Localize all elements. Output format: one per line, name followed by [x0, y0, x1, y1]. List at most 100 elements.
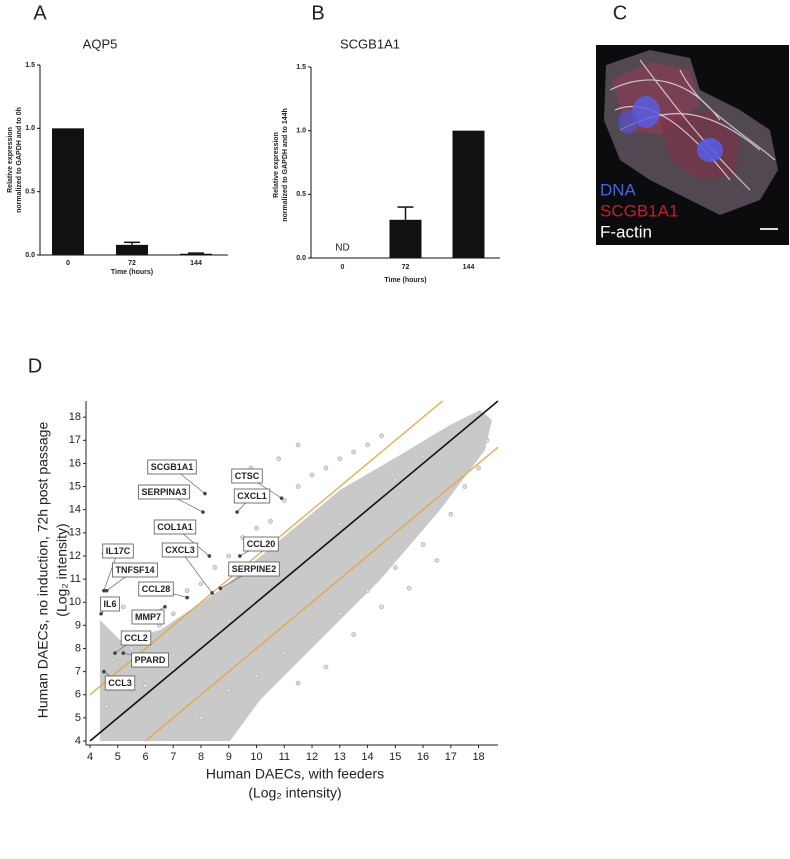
point [379, 604, 384, 610]
bar [116, 244, 148, 255]
reference-line [145, 446, 499, 742]
bar [389, 219, 422, 258]
x-tick-label: 9 [226, 751, 232, 763]
point [365, 442, 370, 448]
y-tick-label: 7 [75, 666, 81, 678]
point [337, 456, 343, 462]
gene-label-box [233, 488, 271, 504]
y-tick-label: 0.5 [25, 189, 35, 196]
bar [180, 253, 212, 255]
point [420, 454, 426, 459]
point [337, 521, 343, 526]
y-tick-label: 1.5 [25, 62, 35, 69]
point [254, 525, 259, 531]
y-tick-label: 5 [75, 712, 81, 724]
gene-label: CXCL1 [237, 491, 267, 501]
reference-line [89, 400, 499, 742]
gene-label-box [100, 596, 120, 612]
point [351, 449, 357, 455]
point [323, 465, 329, 471]
point [212, 565, 218, 570]
point [462, 484, 468, 489]
channel-label: SCGB1A1 [600, 201, 678, 220]
actin-fibers [609, 59, 776, 191]
y-tick-label: 1.5 [296, 64, 306, 71]
gene-label: CXCL3 [165, 545, 195, 555]
gene-label: TNFSF14 [115, 565, 154, 575]
gene-label-box [138, 581, 174, 597]
point [406, 585, 412, 591]
point [295, 442, 301, 448]
point [109, 657, 115, 663]
point [323, 664, 329, 670]
y-tick-label: 11 [70, 573, 81, 585]
x-tick-label: 11 [279, 751, 290, 763]
point [392, 477, 398, 483]
y-tick-label: 1.0 [25, 125, 35, 132]
panel-letter: B [311, 2, 324, 24]
gene-label: IL17C [106, 546, 131, 556]
point [170, 611, 176, 617]
point [351, 632, 357, 638]
point [379, 433, 384, 439]
x-tick-label: 4 [87, 751, 93, 763]
point [448, 511, 454, 517]
x-tick-label: 144 [463, 264, 475, 271]
gene-label: CCL2 [124, 633, 148, 643]
x-tick-label: 72 [128, 260, 136, 267]
error-bar [124, 241, 140, 245]
point [120, 604, 126, 610]
x-tick-label: 5 [115, 751, 121, 763]
gene-label-box [147, 459, 197, 475]
y-tick-label: 0.0 [25, 252, 35, 259]
point [476, 465, 481, 471]
gene-label-box [153, 519, 197, 535]
point [281, 498, 287, 503]
panel-letter: A [33, 2, 47, 24]
value-label: ND [335, 243, 349, 254]
gene-label: SERPINA3 [141, 487, 186, 497]
chart-title: SCGB1A1 [340, 36, 400, 51]
y-tick-label: 8 [75, 642, 81, 654]
y-tick-label: 1.0 [296, 128, 306, 135]
nucleus [618, 110, 638, 134]
point [198, 581, 204, 587]
x-tick-label: 0 [341, 264, 345, 271]
x-tick-label: 72 [402, 264, 410, 271]
y-axis-label: Relative expression [7, 127, 14, 193]
x-tick-label: 18 [472, 751, 484, 763]
panel-letter: C [613, 2, 627, 24]
gene-point [238, 554, 242, 558]
y-tick-label: 15 [69, 480, 81, 492]
gene-label-box [161, 542, 199, 558]
y-tick-label: 0.5 [296, 191, 306, 198]
gene-point [210, 591, 214, 595]
gene-point [113, 651, 117, 655]
point [104, 703, 110, 709]
gene-label-box [228, 561, 280, 577]
nucleus [697, 138, 723, 162]
x-tick-label: 16 [417, 751, 429, 763]
point [309, 634, 315, 640]
x-tick-label: 12 [306, 751, 318, 763]
gene-label: PPARD [135, 655, 166, 665]
gene-point [104, 588, 109, 593]
channel-label: DNA [600, 180, 637, 199]
gene-label: CTSC [235, 471, 260, 481]
gene-label: SCGB1A1 [151, 462, 194, 472]
gene-label-box [112, 562, 158, 578]
x-tick-label: 144 [190, 260, 202, 267]
point [295, 680, 301, 686]
y-tick-label: 9 [75, 619, 81, 631]
point [184, 588, 190, 594]
gene-point [102, 669, 106, 674]
point [143, 683, 148, 688]
x-axis-label: Time (hours) [384, 277, 426, 284]
y-tick-label: 17 [69, 434, 81, 446]
error-bar [397, 206, 414, 220]
chart-title: AQP5 [83, 36, 118, 51]
panel-letter: D [28, 355, 42, 377]
point [337, 611, 343, 617]
point [281, 650, 287, 656]
